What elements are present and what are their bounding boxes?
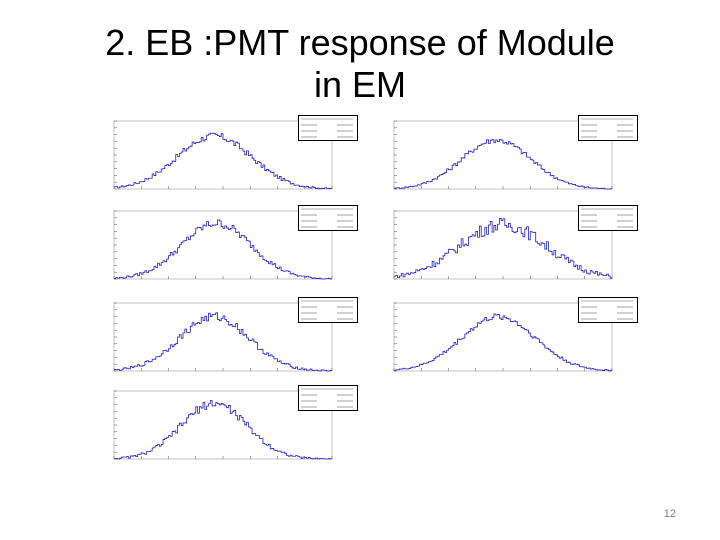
histogram-plot xyxy=(113,302,333,372)
stats-box xyxy=(578,115,638,141)
slide-title-line-1: 2. EB :PMT response of Module xyxy=(105,22,615,63)
histogram-plot xyxy=(393,302,613,372)
histogram-plot xyxy=(113,390,333,460)
histogram-plot xyxy=(113,210,333,280)
histogram-plot xyxy=(113,120,333,190)
stats-box xyxy=(298,297,358,323)
histogram-series xyxy=(394,139,612,190)
stats-box xyxy=(298,385,358,411)
stats-box xyxy=(298,205,358,231)
stats-box xyxy=(578,297,638,323)
stats-box xyxy=(578,205,638,231)
histogram-pane xyxy=(372,115,642,201)
histogram-pane xyxy=(372,205,642,291)
histogram-series xyxy=(114,219,332,280)
histogram-series xyxy=(114,312,332,372)
histogram-pane xyxy=(92,205,362,291)
slide-title: 2. EB :PMT response of Module in EM xyxy=(0,22,720,106)
slide-title-line-2: in EM xyxy=(313,64,407,105)
histogram-plot xyxy=(393,210,613,280)
page-number: 12 xyxy=(663,508,676,520)
histogram-pane xyxy=(92,115,362,201)
histogram-series xyxy=(114,132,332,190)
histogram-pane xyxy=(372,297,642,383)
histogram-pane xyxy=(92,297,362,383)
histogram-series xyxy=(114,400,332,460)
histogram-plot xyxy=(393,120,613,190)
stats-box xyxy=(298,115,358,141)
histogram-series xyxy=(394,218,612,279)
histogram-pane xyxy=(92,385,362,471)
histogram-series xyxy=(394,313,612,372)
